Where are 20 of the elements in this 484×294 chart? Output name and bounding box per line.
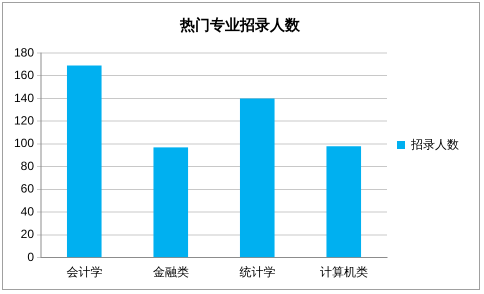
chart-title: 热门专业招录人数	[179, 16, 301, 34]
y-tick-label: 120	[14, 114, 34, 128]
x-tick-label: 计算机类	[320, 265, 368, 280]
bar	[153, 147, 188, 258]
legend-label: 招录人数	[410, 137, 459, 152]
y-tick-label: 160	[14, 68, 34, 82]
y-tick-label: 20	[20, 227, 34, 242]
x-tick-label: 统计学	[239, 265, 276, 280]
y-tick-label: 40	[20, 204, 34, 218]
y-tick-label: 100	[14, 136, 34, 150]
bar	[326, 146, 362, 258]
bar	[240, 98, 275, 258]
x-tick-label: 金融类	[152, 265, 189, 280]
bar	[66, 66, 102, 258]
y-tick-label: 180	[14, 45, 34, 60]
y-tick-label: 80	[20, 158, 34, 173]
y-tick-label: 60	[20, 182, 34, 196]
y-tick-label: 0	[27, 250, 34, 264]
y-tick-label: 140	[14, 90, 34, 105]
x-tick-label: 会计学	[66, 265, 102, 280]
